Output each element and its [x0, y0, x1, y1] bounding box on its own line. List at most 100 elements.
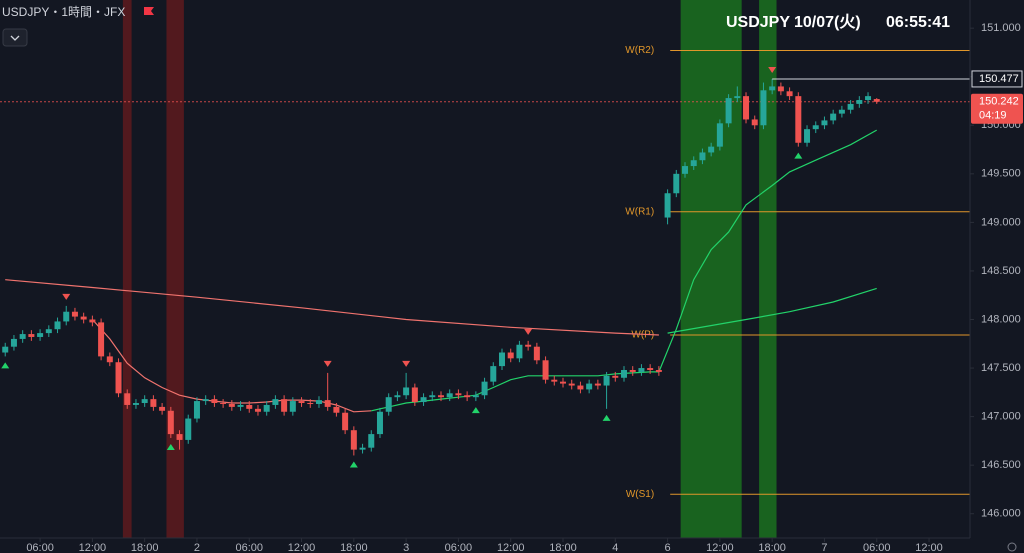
- candle-body: [115, 362, 122, 394]
- candle-body: [664, 193, 671, 218]
- bands-layer: [122, 0, 777, 538]
- candle-body: [437, 395, 444, 398]
- candle-body: [716, 123, 723, 147]
- candle-body: [324, 400, 331, 407]
- y-tick-label: 147.000: [981, 411, 1021, 423]
- candle-body: [307, 403, 314, 405]
- candle-body: [865, 96, 872, 101]
- buy-signal: [1, 362, 10, 369]
- candle-body: [856, 100, 863, 104]
- candle-body: [804, 129, 811, 143]
- candle-body: [385, 397, 392, 412]
- candle-body: [19, 334, 26, 339]
- pivot-label: W(R1): [625, 206, 654, 217]
- sell-signal: [524, 328, 533, 335]
- candle-body: [89, 319, 96, 323]
- chevron-icon: [10, 35, 20, 41]
- x-tick-label: 12:00: [706, 542, 734, 553]
- candle-body: [37, 333, 44, 337]
- y-tick-label: 148.000: [981, 313, 1021, 325]
- symbol-line: USDJPY・1時間・JFX: [2, 5, 125, 19]
- candle-body: [507, 352, 514, 359]
- candle-body: [812, 125, 819, 130]
- candle-body: [821, 120, 828, 126]
- candle-body: [734, 96, 741, 99]
- candle-body: [673, 173, 680, 194]
- x-tick-label: 3: [403, 542, 409, 553]
- candle-body: [708, 146, 715, 153]
- candle-body: [751, 119, 758, 126]
- candle-body: [411, 387, 418, 403]
- collapse-button[interactable]: [2, 28, 28, 47]
- x-tick-label: 7: [821, 542, 827, 553]
- pivot-label: W(R2): [625, 45, 654, 56]
- candle-body: [359, 447, 366, 450]
- candle-body: [237, 404, 244, 407]
- sell-signal: [62, 293, 71, 300]
- candle-body: [786, 91, 793, 97]
- candle-body: [254, 408, 261, 412]
- y-tick-label: 146.500: [981, 459, 1021, 471]
- session-band: [680, 0, 742, 538]
- candle-body: [690, 160, 697, 167]
- candle-body: [185, 418, 192, 440]
- candle-body: [80, 316, 87, 320]
- candle-body: [150, 399, 157, 407]
- candle-body: [420, 397, 427, 403]
- x-tick-label: 18:00: [758, 542, 786, 553]
- candle-body: [429, 395, 436, 398]
- x-tick-label: 06:00: [26, 542, 54, 553]
- candle-body: [98, 322, 105, 357]
- buy-signal: [166, 443, 175, 450]
- y-tick-label: 146.000: [981, 508, 1021, 520]
- pivot-label: W(S1): [626, 489, 654, 500]
- candle-body: [193, 401, 200, 419]
- settings-icon[interactable]: [1007, 542, 1017, 552]
- candles-layer: [2, 78, 880, 456]
- candle-body: [289, 401, 296, 412]
- candle-body: [577, 385, 584, 390]
- x-tick-label: 06:00: [445, 542, 473, 553]
- candle-body: [350, 430, 357, 450]
- candle-body: [124, 393, 131, 405]
- x-tick-label: 12:00: [288, 542, 316, 553]
- candle-body: [54, 321, 61, 330]
- candle-body: [603, 375, 610, 386]
- candle-body: [838, 109, 845, 114]
- pivot-label: W(P): [631, 330, 654, 341]
- candle-body: [743, 96, 750, 120]
- candle-body: [202, 399, 209, 402]
- candle-body: [533, 346, 540, 361]
- candle-body: [298, 401, 305, 404]
- candle-body: [376, 411, 383, 435]
- candle-body: [725, 98, 732, 124]
- buy-signal: [471, 407, 480, 414]
- x-tick-label: 18:00: [340, 542, 368, 553]
- x-tick-label: 06:00: [863, 542, 891, 553]
- candle-body: [394, 395, 401, 398]
- candle-body: [132, 403, 139, 405]
- candle-body: [10, 338, 17, 347]
- session-band: [122, 0, 132, 538]
- countdown-label: 04:19: [979, 110, 1007, 122]
- x-tick-label: 2: [194, 542, 200, 553]
- candle-body: [594, 383, 601, 386]
- candle-body: [647, 368, 654, 370]
- flag-icon[interactable]: [144, 7, 154, 15]
- y-tick-label: 151.000: [981, 22, 1021, 34]
- y-tick-label: 148.500: [981, 265, 1021, 277]
- clock-date: 10/07(火): [794, 13, 861, 31]
- candle-body: [368, 434, 375, 448]
- candle-body: [568, 383, 575, 386]
- candle-body: [315, 400, 322, 404]
- candle-body: [682, 166, 689, 174]
- candle-body: [464, 395, 471, 398]
- candle-body: [446, 393, 453, 398]
- candle-body: [263, 404, 270, 412]
- candle-body: [71, 311, 78, 317]
- buy-signal: [602, 414, 611, 421]
- x-tick-label: 18:00: [131, 542, 159, 553]
- buy-signal: [794, 152, 803, 159]
- candle-body: [769, 86, 776, 91]
